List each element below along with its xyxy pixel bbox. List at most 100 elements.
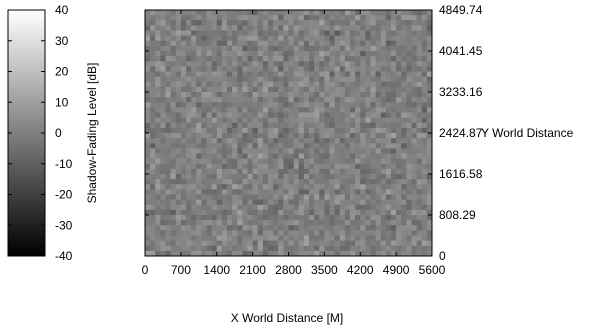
heatmap-cell (380, 148, 387, 154)
heatmap-cell (329, 158, 336, 165)
heatmap-cell (380, 189, 387, 195)
heatmap-cell (160, 66, 166, 72)
heatmap-cell (350, 10, 356, 16)
heatmap-cell (380, 209, 387, 216)
heatmap-cell (237, 40, 243, 47)
heatmap-cell (309, 76, 315, 83)
heatmap-cell (416, 76, 423, 83)
heatmap-cell (314, 127, 320, 134)
heatmap-cell (175, 51, 182, 57)
heatmap-cell (237, 20, 243, 26)
heatmap-cell (247, 127, 254, 134)
heatmap-cell (411, 153, 418, 160)
heatmap-cell (196, 199, 202, 206)
heatmap-cell (339, 35, 346, 42)
heatmap-cell (221, 240, 228, 247)
heatmap-cell (334, 230, 341, 236)
heatmap-cell (211, 230, 218, 236)
heatmap-cell (268, 92, 274, 98)
heatmap-cell (416, 174, 423, 180)
heatmap-cell (411, 10, 418, 16)
heatmap-cell (334, 153, 341, 160)
heatmap-cell (314, 10, 320, 16)
heatmap-cell (426, 127, 433, 134)
heatmap-cell (262, 92, 269, 98)
heatmap-cell (391, 15, 397, 21)
heatmap-cell (186, 225, 192, 231)
heatmap-cell (180, 240, 187, 247)
heatmap-cell (252, 51, 259, 57)
heatmap-cell (365, 81, 371, 88)
heatmap-cell (401, 148, 407, 154)
heatmap-cell (170, 25, 177, 31)
heatmap-cell (391, 225, 397, 231)
heatmap-cell (339, 117, 346, 124)
heatmap-cell (426, 138, 433, 144)
heatmap-cell (145, 15, 151, 21)
heatmap-cell (334, 138, 341, 144)
heatmap-cell (370, 189, 377, 195)
heatmap-cell (216, 225, 223, 231)
heatmap-cell (406, 97, 412, 103)
colorbar-label: Shadow-Fading Level [dB] (85, 63, 99, 204)
heatmap-cell (396, 194, 402, 201)
heatmap-cell (145, 35, 151, 42)
colorbar-tick-label: 10 (55, 95, 69, 109)
heatmap-cell (380, 97, 387, 103)
heatmap-cell (421, 174, 428, 180)
heatmap-cell (211, 56, 218, 62)
heatmap-cell (216, 61, 223, 67)
heatmap-cell (268, 163, 274, 170)
heatmap-cell (309, 133, 315, 139)
heatmap-cell (385, 184, 392, 190)
heatmap-cell (232, 71, 238, 78)
heatmap-cell (145, 209, 151, 216)
heatmap-cell (396, 240, 402, 247)
heatmap-cell (150, 209, 156, 216)
heatmap-cell (298, 30, 305, 37)
heatmap-cell (221, 235, 228, 242)
heatmap-cell (180, 220, 187, 226)
heatmap-cell (324, 97, 330, 103)
heatmap-cell (288, 66, 295, 72)
heatmap-cell (201, 40, 207, 47)
heatmap-cell (170, 148, 177, 154)
heatmap-cell (391, 61, 397, 67)
heatmap-cell (221, 30, 228, 37)
heatmap-cell (406, 86, 412, 93)
heatmap-cell (145, 225, 151, 231)
heatmap-cell (227, 158, 233, 165)
heatmap-cell (391, 25, 397, 31)
heatmap-cell (375, 179, 382, 185)
heatmap-cell (303, 220, 310, 226)
heatmap-cell (391, 81, 397, 88)
heatmap-cell (227, 97, 233, 103)
heatmap-cell (232, 107, 238, 113)
heatmap-cell (293, 20, 300, 26)
heatmap-cell (242, 138, 248, 144)
heatmap-cell (180, 204, 187, 211)
heatmap-cell (426, 30, 433, 37)
heatmap-cell (375, 148, 382, 154)
heatmap-cell (196, 122, 202, 129)
heatmap-cell (160, 92, 166, 98)
heatmap-cell (298, 174, 305, 180)
heatmap-cell (252, 61, 259, 67)
heatmap-cell (401, 122, 407, 129)
heatmap-cell (262, 143, 269, 149)
heatmap-cell (227, 240, 233, 247)
heatmap-cell (406, 240, 412, 247)
heatmap-cell (232, 245, 238, 252)
heatmap-cell (180, 168, 187, 175)
heatmap-cell (175, 76, 182, 83)
heatmap-cell (252, 56, 259, 62)
heatmap-cell (252, 92, 259, 98)
heatmap-cell (237, 168, 243, 175)
heatmap-cell (309, 10, 315, 16)
heatmap-cell (175, 163, 182, 170)
heatmap-cell (406, 184, 412, 190)
heatmap-cell (380, 25, 387, 31)
heatmap-cell (211, 45, 218, 52)
heatmap-cell (303, 204, 310, 211)
heatmap-cell (170, 56, 177, 62)
